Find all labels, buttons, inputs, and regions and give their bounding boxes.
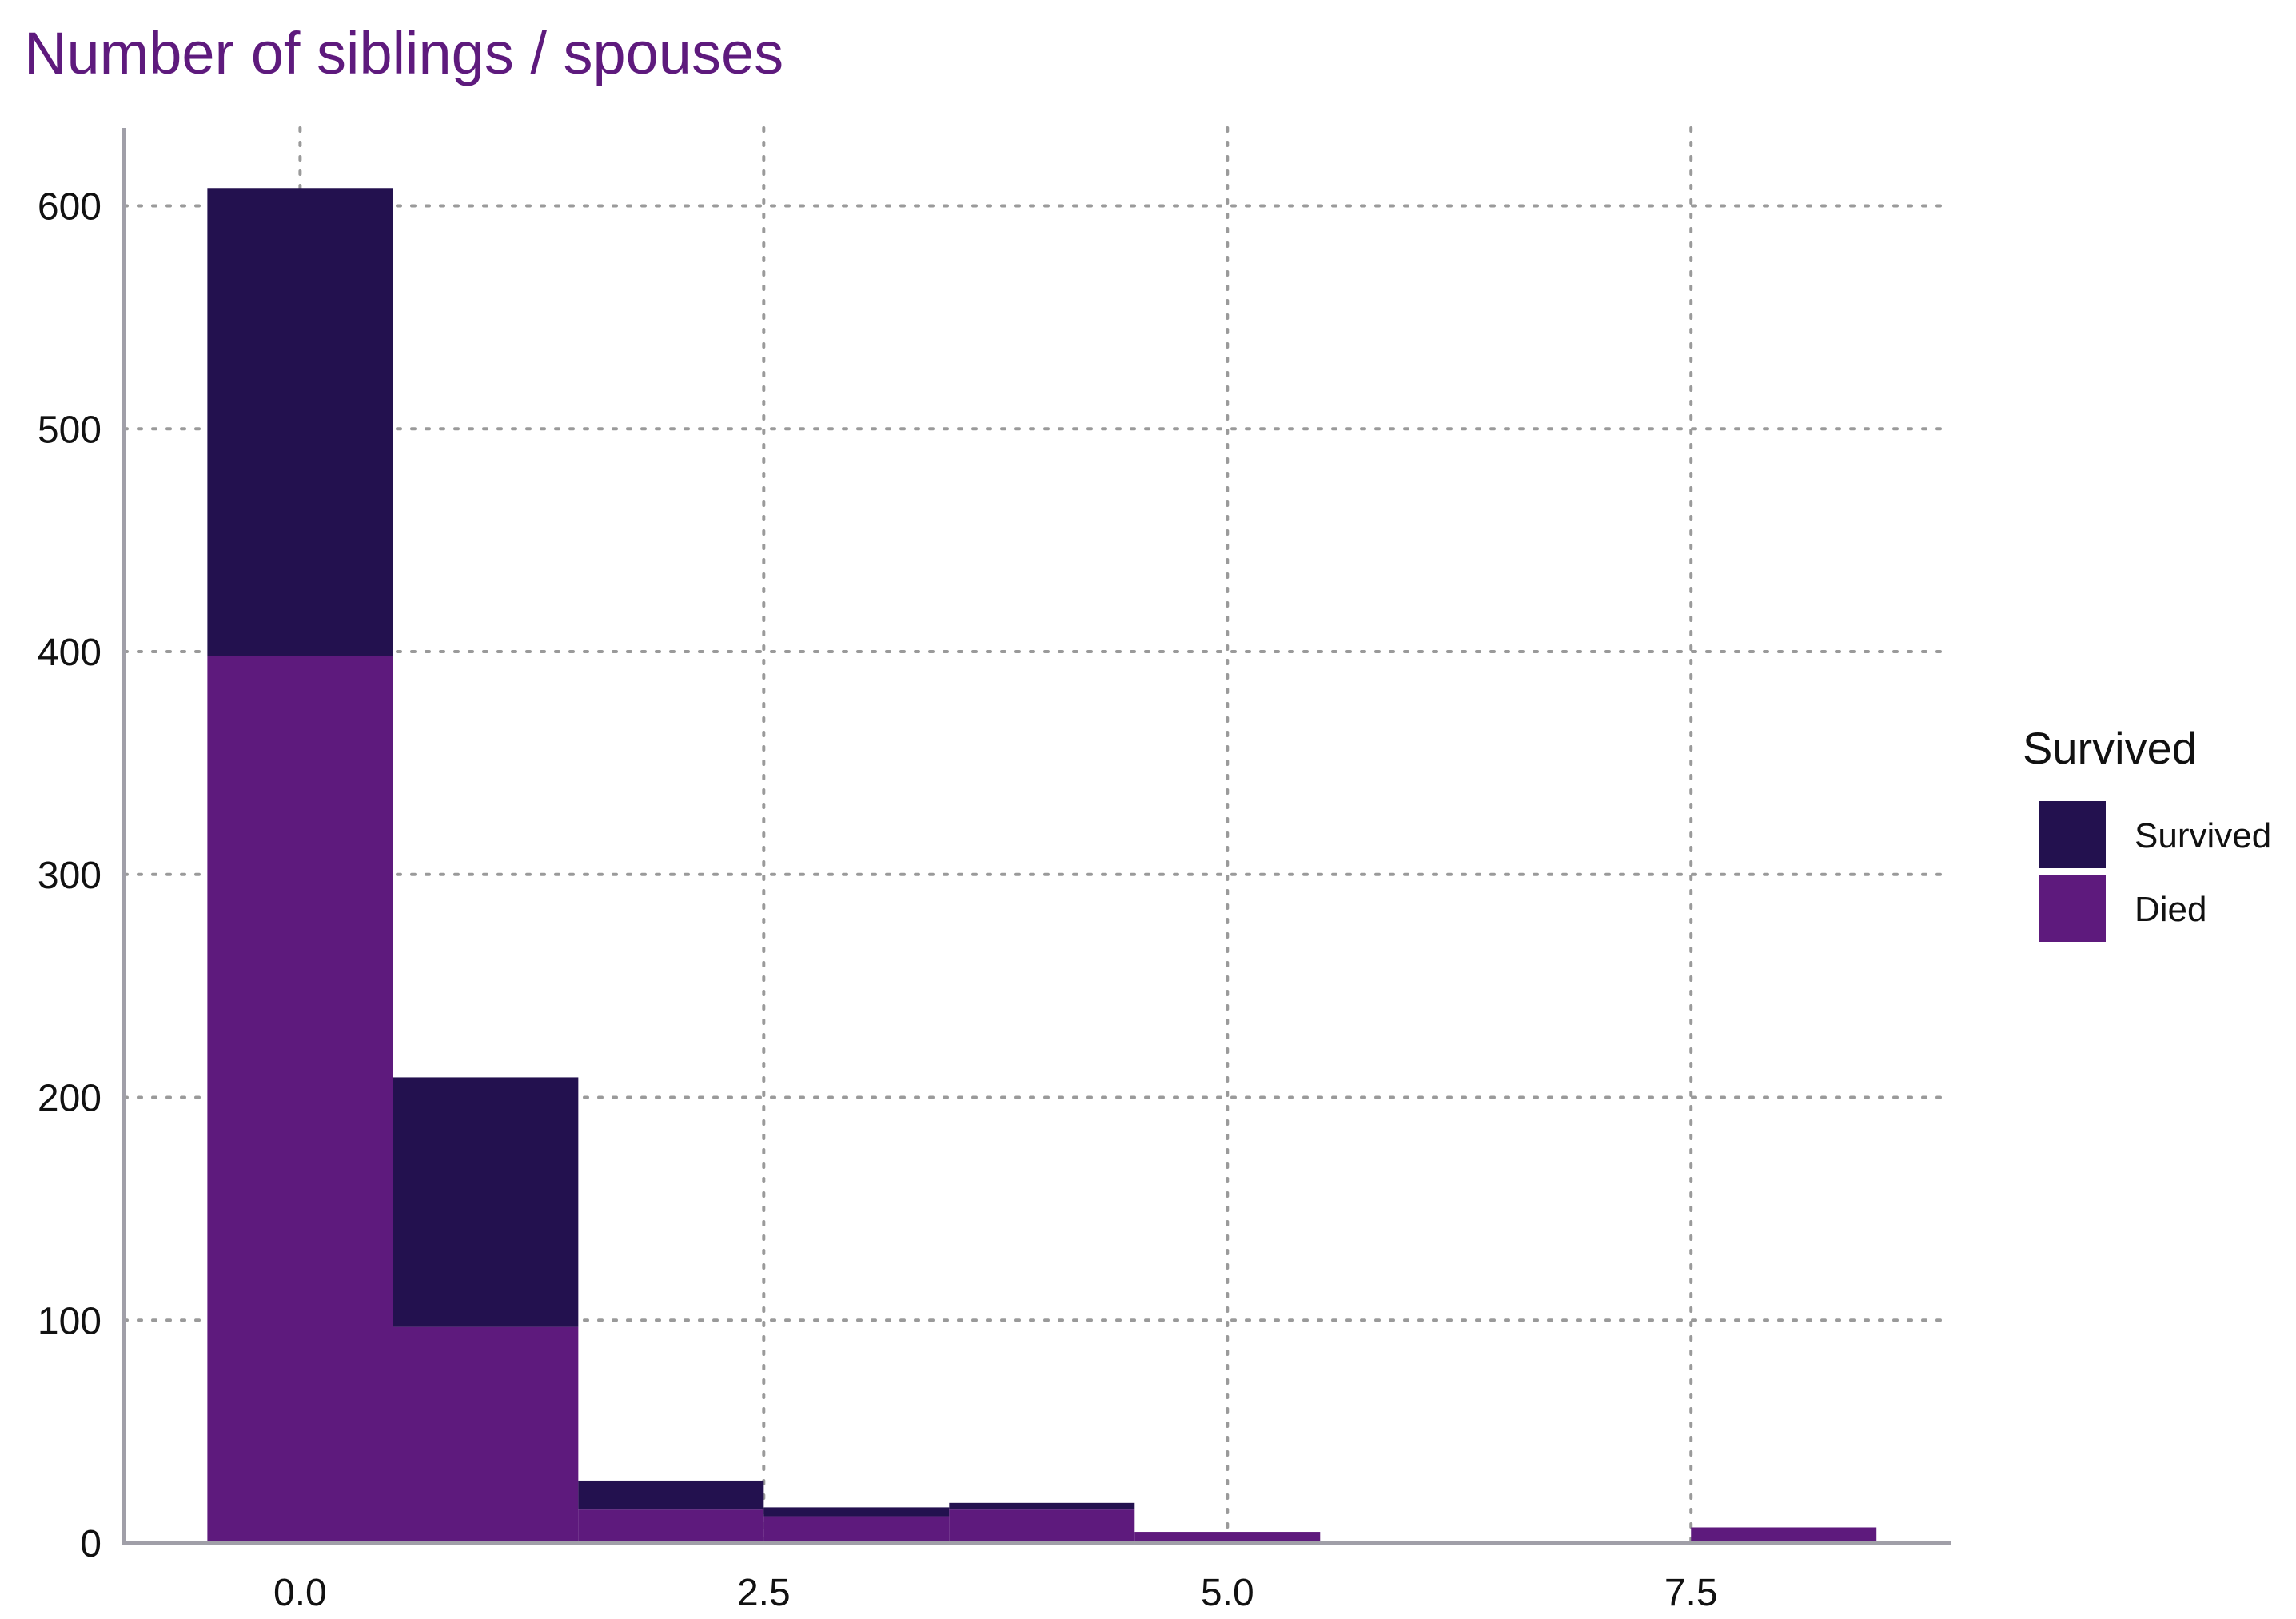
chart-title: Number of siblings / spouses: [24, 20, 783, 86]
bars: [207, 188, 1877, 1543]
bar-died: [1134, 1532, 1321, 1543]
bar-survived: [949, 1502, 1135, 1510]
bar-survived: [207, 188, 393, 656]
legend-swatch: [2039, 875, 2106, 942]
bar-survived: [393, 1077, 579, 1327]
x-tick-label: 0.0: [273, 1572, 327, 1614]
bar-died: [949, 1509, 1135, 1543]
legend-swatch: [2039, 801, 2106, 868]
y-tick-label: 200: [38, 1078, 102, 1120]
y-tick-label: 300: [38, 855, 102, 897]
bar-died: [578, 1509, 764, 1543]
y-tick-label: 400: [38, 632, 102, 674]
legend: Survived Survived Died: [2023, 723, 2271, 942]
legend-label: Died: [2135, 890, 2207, 929]
x-tick-label: 2.5: [737, 1572, 791, 1614]
legend-label: Survived: [2135, 816, 2271, 855]
bar-died: [207, 656, 393, 1543]
bar-survived: [578, 1480, 764, 1510]
y-tick-label: 0: [80, 1523, 102, 1565]
y-tick-label: 500: [38, 409, 102, 451]
bar-died: [393, 1326, 579, 1543]
bar-died: [763, 1516, 950, 1543]
tick-labels: 0 100 200 300 400 500 600 0.0 2.5 5.0 7.5: [38, 186, 1718, 1614]
x-tick-label: 5.0: [1201, 1572, 1254, 1614]
legend-title: Survived: [2023, 723, 2197, 773]
axes: [122, 128, 1951, 1545]
y-tick-label: 100: [38, 1300, 102, 1342]
x-tick-label: 7.5: [1664, 1572, 1718, 1614]
bar-died: [1691, 1527, 1877, 1543]
bar-survived: [763, 1507, 950, 1517]
y-tick-label: 600: [38, 186, 102, 229]
